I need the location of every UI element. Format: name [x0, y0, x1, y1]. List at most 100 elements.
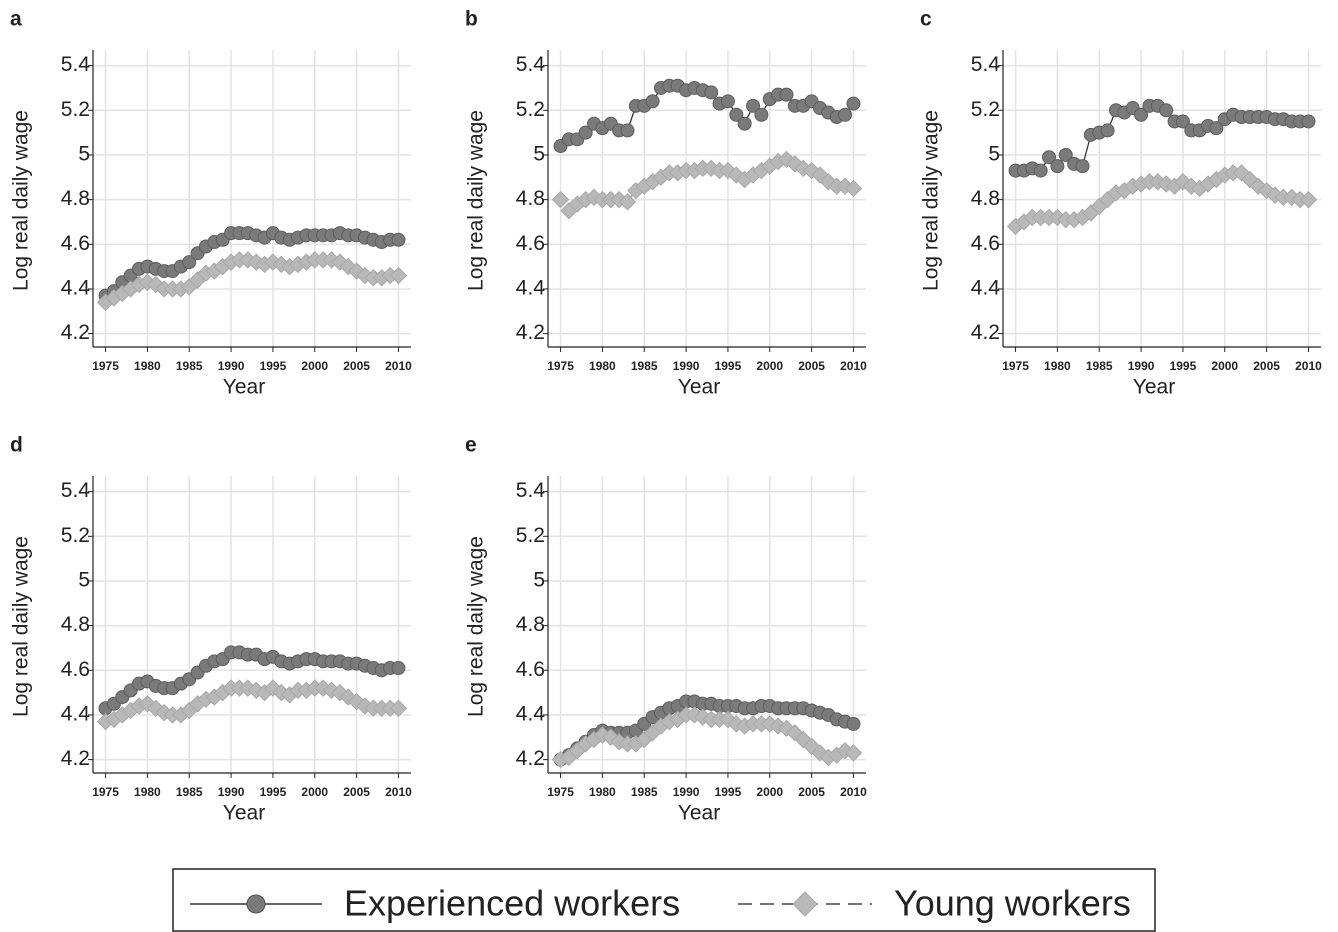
point [786, 724, 804, 742]
x-tick-label: 2010 [385, 785, 412, 799]
x-tick-label: 2010 [1295, 359, 1322, 373]
x-tick-label: 1975 [547, 785, 574, 799]
panel: c 4.2 4.4 4.6 4.8 5 5.2 5.4 1975 1980 1985 1990 1995… [920, 8, 1323, 399]
panel-title: a [10, 8, 22, 31]
x-tick-label: 1980 [134, 359, 161, 373]
point [794, 730, 812, 749]
y-axis-label: Log real daily wage [465, 536, 488, 717]
x-tick-label: 1990 [673, 785, 700, 799]
point [729, 107, 744, 122]
x-tick-label: 1975 [547, 359, 574, 373]
y-tick-label: 4.6 [61, 658, 90, 681]
y-tick-label: 4.2 [516, 747, 545, 770]
point [618, 193, 637, 211]
point [844, 179, 863, 198]
point [1058, 147, 1073, 162]
x-tick-label: 2000 [301, 359, 328, 373]
y-tick-label: 4.8 [516, 187, 545, 210]
x-tick-label: 1995 [260, 785, 287, 799]
y-tick-label: 4.4 [971, 276, 1001, 299]
point [602, 728, 620, 746]
x-tick-label: 2005 [1253, 359, 1280, 373]
point [1257, 181, 1276, 200]
y-tick-label: 5.2 [61, 98, 90, 121]
x-tick-label: 1985 [631, 359, 658, 373]
point [389, 699, 408, 717]
point [746, 98, 761, 113]
x-axis-label: Year [223, 376, 265, 399]
point [720, 94, 735, 109]
y-tick-label: 4.6 [971, 232, 1000, 255]
x-tick-label: 1985 [631, 785, 658, 799]
point [1241, 170, 1259, 189]
point [551, 190, 570, 209]
y-tick-label: 4.4 [516, 702, 546, 725]
point [737, 116, 752, 131]
x-tick-label: 1985 [1086, 359, 1113, 373]
x-axis-label: Year [678, 376, 720, 399]
point [147, 275, 165, 294]
y-axis-label: Log real daily wage [920, 110, 943, 291]
legend: Experienced workers Young workers [172, 868, 1156, 932]
panel-title: d [10, 434, 23, 457]
point [811, 166, 829, 184]
y-tick-label: 5.2 [516, 98, 545, 121]
y-tick-label: 4.8 [61, 613, 90, 636]
y-tick-label: 4.2 [61, 747, 90, 770]
panel-title: e [465, 434, 477, 457]
x-tick-label: 1980 [134, 785, 161, 799]
x-tick-label: 2000 [301, 785, 328, 799]
legend-label: Experienced workers [344, 883, 680, 924]
x-tick-label: 1990 [1128, 359, 1155, 373]
y-tick-label: 4.4 [516, 276, 546, 299]
point [391, 661, 406, 676]
point [1042, 150, 1057, 165]
x-tick-label: 1985 [176, 359, 203, 373]
point [1175, 114, 1190, 129]
x-tick-label: 1980 [589, 785, 616, 799]
y-tick-label: 5 [78, 143, 90, 166]
y-axis-label: Log real daily wage [465, 110, 488, 291]
point [1299, 190, 1318, 209]
y-tick-label: 4.8 [516, 613, 545, 636]
point [1249, 177, 1267, 195]
point [754, 107, 769, 122]
y-tick-label: 4.2 [971, 321, 1000, 344]
legend-label: Young workers [894, 883, 1131, 924]
x-tick-label: 2010 [840, 359, 867, 373]
y-tick-label: 4.6 [516, 232, 545, 255]
panel: e 4.2 4.4 4.6 4.8 5 5.2 5.4 1975 1980 1985 1990 1995… [465, 434, 868, 825]
x-tick-label: 1990 [218, 785, 245, 799]
y-tick-label: 5.4 [61, 479, 91, 502]
x-tick-label: 2000 [756, 785, 783, 799]
x-tick-label: 2010 [385, 359, 412, 373]
y-tick-label: 5.4 [516, 53, 546, 76]
y-tick-label: 5.2 [516, 524, 545, 547]
x-tick-label: 2000 [1211, 359, 1238, 373]
point [779, 87, 794, 102]
y-tick-label: 4.6 [516, 658, 545, 681]
y-tick-label: 4.4 [61, 276, 91, 299]
legend-marker [246, 894, 266, 914]
y-tick-label: 4.4 [61, 702, 91, 725]
y-tick-label: 5.4 [516, 479, 546, 502]
y-tick-label: 5 [988, 143, 1000, 166]
panel-title: b [465, 8, 478, 31]
x-tick-label: 2010 [840, 785, 867, 799]
point [1100, 123, 1115, 138]
x-tick-label: 2000 [756, 359, 783, 373]
point [1050, 159, 1065, 174]
y-tick-label: 5.4 [971, 53, 1001, 76]
x-tick-label: 1985 [176, 785, 203, 799]
point [838, 107, 853, 122]
legend-box [172, 868, 1156, 932]
y-tick-label: 5 [78, 569, 90, 592]
point [1159, 103, 1174, 118]
point [846, 96, 861, 111]
y-tick-label: 5.2 [61, 524, 90, 547]
y-tick-label: 5.2 [971, 98, 1000, 121]
x-tick-label: 1995 [715, 785, 742, 799]
y-tick-label: 4.8 [61, 187, 90, 210]
y-tick-label: 4.8 [971, 187, 1000, 210]
point [1301, 114, 1316, 129]
